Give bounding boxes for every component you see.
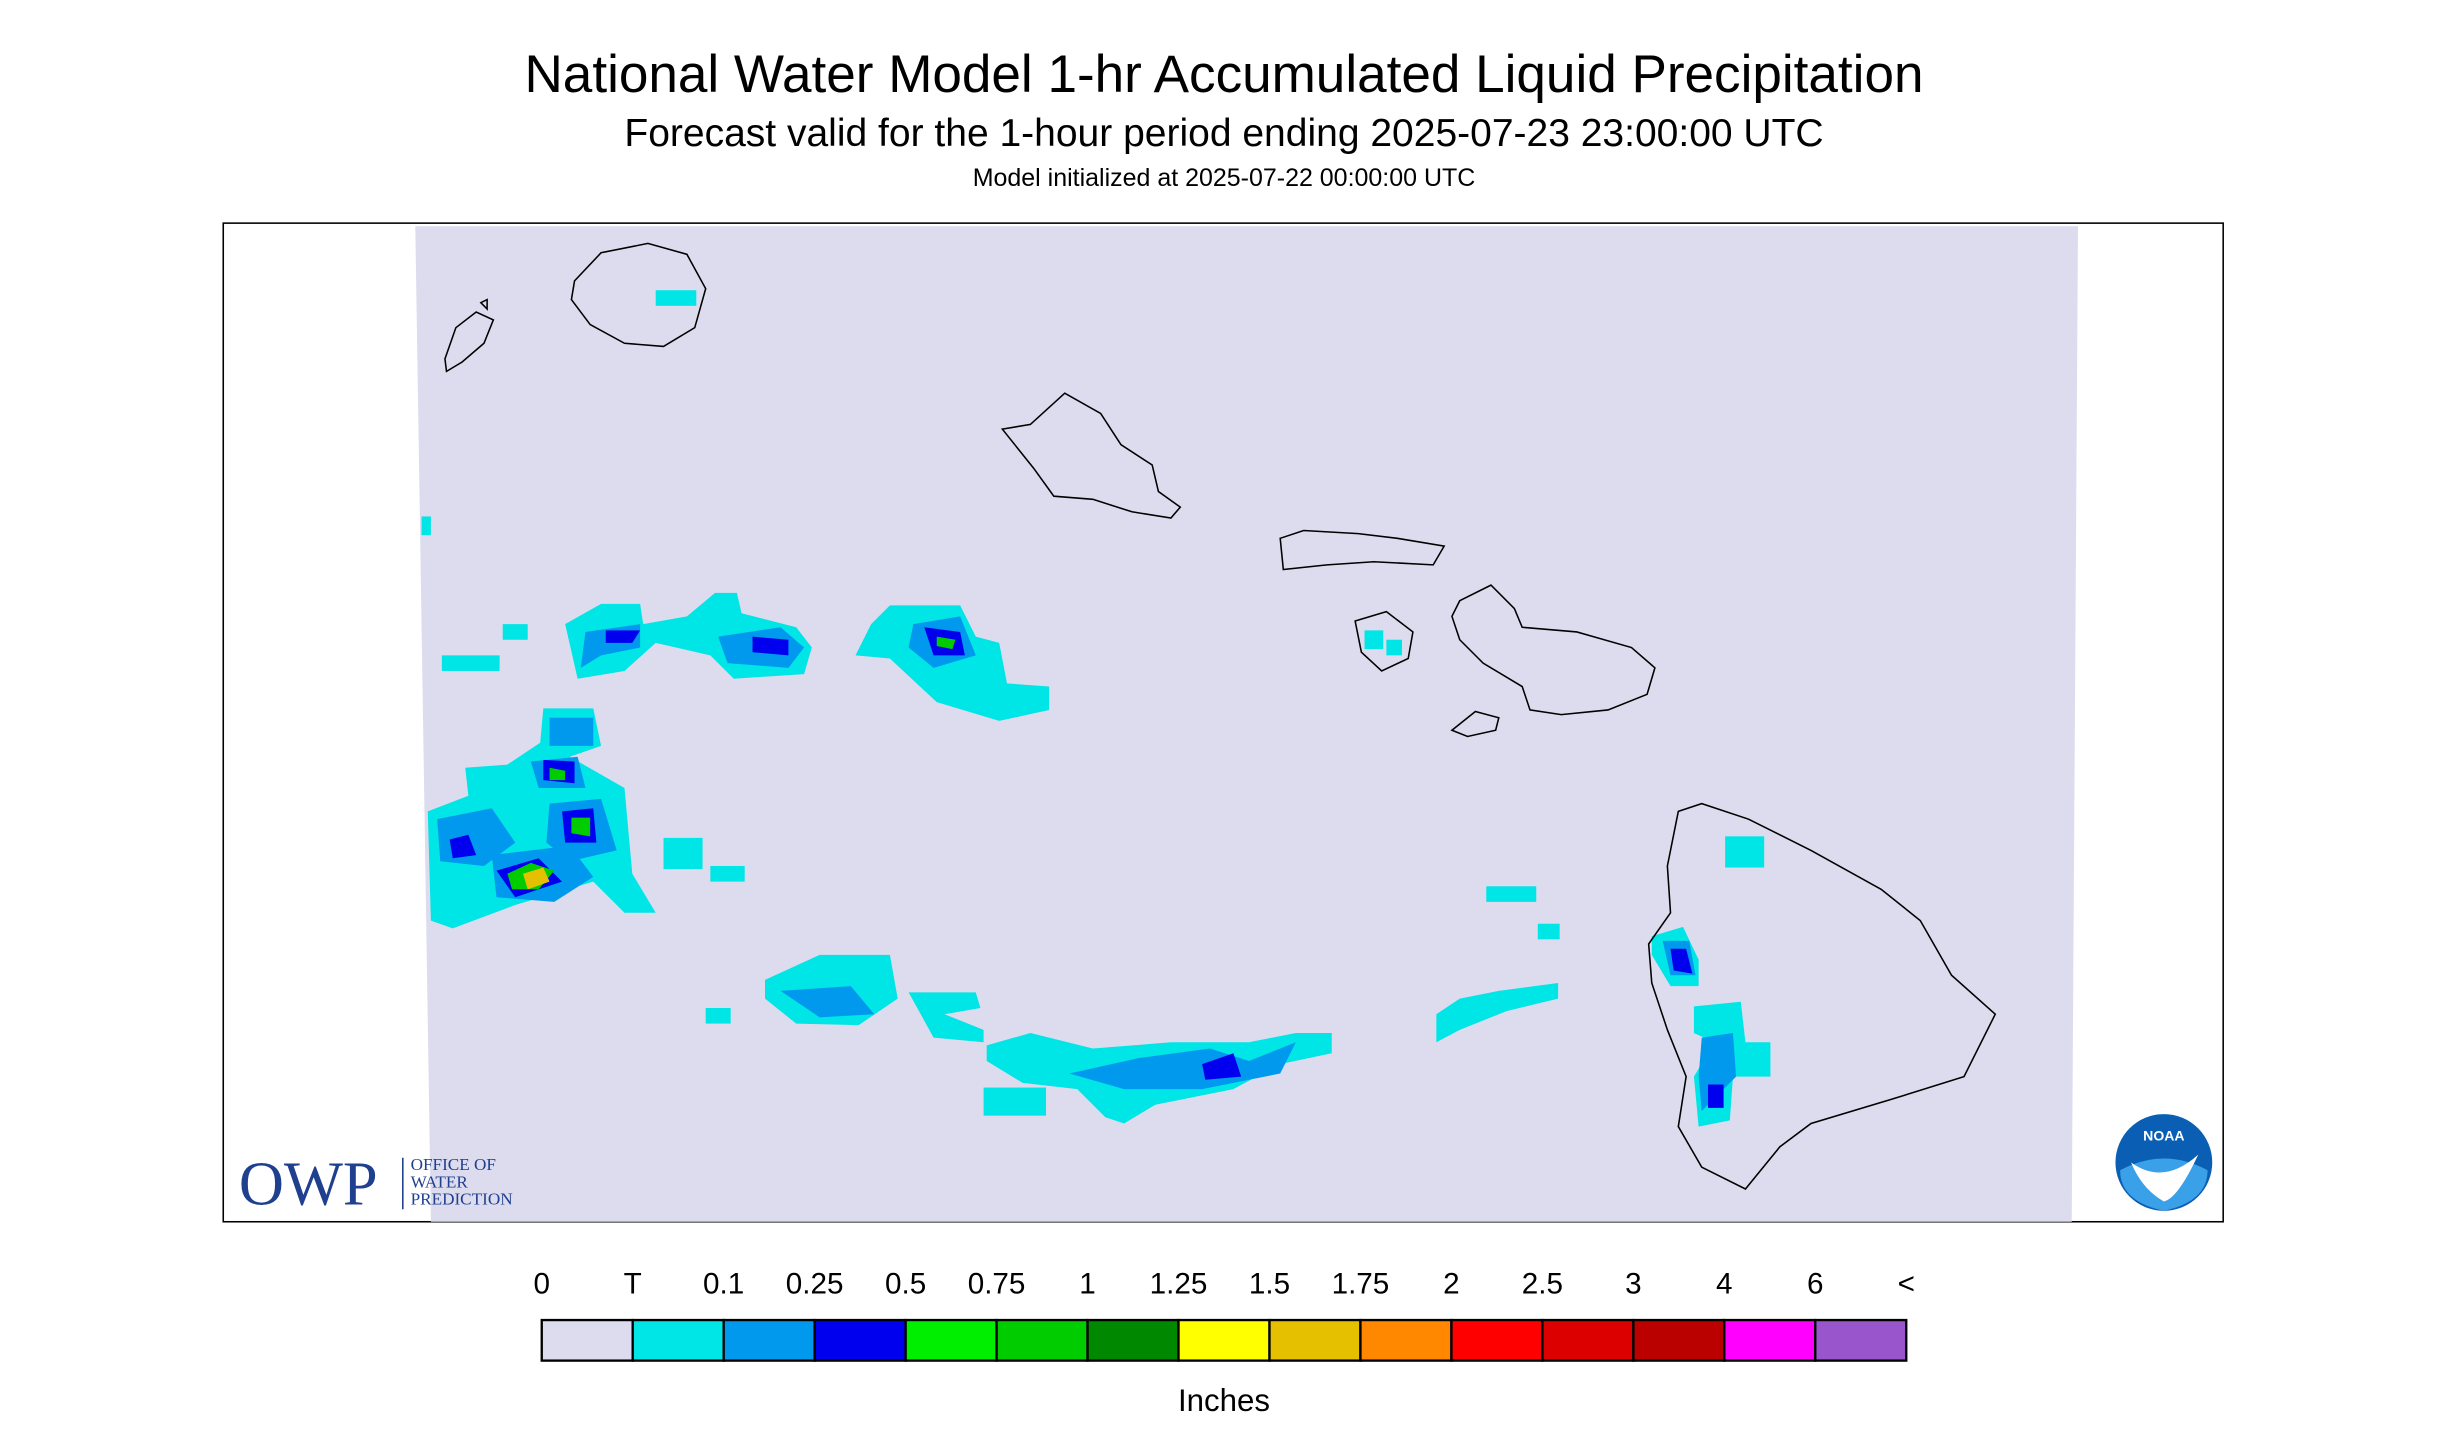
precip-area [1364,630,1384,650]
color-box [995,1318,1089,1362]
legend-label: 0.1 [703,1268,744,1301]
legend-label: 0.25 [786,1268,844,1301]
precip-area [710,865,745,882]
precip-area [427,708,656,929]
owp-name-line: WATER [411,1172,469,1191]
owp-logo: OWP OFFICE OF WATER PREDICTION [239,1149,513,1219]
legend-label: 1.75 [1332,1268,1390,1301]
legend-label: 3 [1625,1268,1642,1301]
legend-label: < [1898,1268,1915,1301]
legend-label: T [624,1268,642,1301]
precip-area [1436,983,1559,1043]
precip-area [1725,836,1765,868]
legend-unit: Inches [1178,1383,1270,1418]
owp-logo-text: OWP [239,1149,378,1219]
precip-area [855,605,1050,721]
legend-label: 2 [1443,1268,1460,1301]
init-time: Model initialized at 2025-07-22 00:00:00… [973,164,1476,192]
precip-area [1486,886,1537,902]
legend-label: 1.25 [1150,1268,1208,1301]
legend-label: 0.75 [968,1268,1026,1301]
color-box [1086,1318,1180,1362]
precip-area [655,290,697,306]
noaa-text: NOAA [2143,1128,2184,1144]
precip-area [421,516,431,536]
map: OWP OFFICE OF WATER PREDICTION NOAA [222,222,2224,1223]
precipitation [421,290,1771,1127]
color-box [1450,1318,1544,1362]
precip-area [1386,639,1402,656]
legend-label: 0 [533,1268,550,1301]
color-box [631,1318,725,1362]
color-box [1359,1318,1453,1362]
legend-label: 0.5 [885,1268,926,1301]
color-box [813,1318,907,1362]
noaa-logo: NOAA [2115,1114,2213,1211]
color-box [1541,1318,1635,1362]
precip-area [502,624,528,640]
legend: Inches 0 T 0.1 0.25 0.5 0.75 1 1.25 1.5 1.75 2 2.5 3… [533,1268,1914,1418]
color-box [540,1318,634,1362]
precip-area [983,1087,1047,1116]
color-box [1814,1318,1908,1362]
precip-area [523,867,550,890]
precip-area [908,992,984,1043]
owp-name-line: PREDICTION [411,1190,513,1209]
color-box [1177,1318,1271,1362]
color-box [1723,1318,1817,1362]
title: National Water Model 1-hr Accumulated Li… [525,45,1924,104]
legend-label: 2.5 [1522,1268,1563,1301]
precip-area [705,1007,731,1024]
owp-name-line: OFFICE OF [411,1155,496,1174]
legend-label: 4 [1716,1268,1733,1301]
precip-area [663,837,703,870]
precip-area [441,655,500,671]
islands [444,242,1997,1190]
color-box [722,1318,816,1362]
subtitle: Forecast valid for the 1-hour period end… [624,112,1823,155]
color-box [1268,1318,1362,1362]
color-box [1632,1318,1726,1362]
precip-area [1537,923,1560,940]
owp-name: OFFICE OF WATER PREDICTION [411,1155,513,1208]
noaa-gull [2131,1154,2199,1202]
legend-label: 1.5 [1249,1268,1290,1301]
legend-label: 6 [1807,1268,1824,1301]
legend-label: 1 [1079,1268,1096,1301]
color-box [904,1318,998,1362]
